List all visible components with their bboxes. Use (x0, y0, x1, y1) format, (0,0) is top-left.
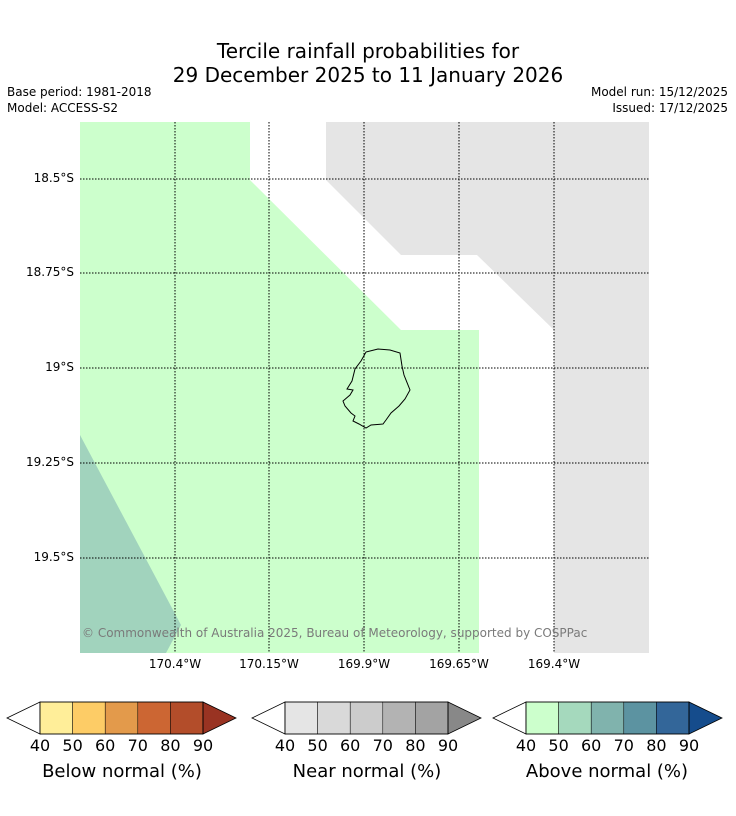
colorbar-tick-label: 80 (160, 736, 181, 755)
colorbar-segment (137, 701, 171, 735)
colorbar-tick-label: 70 (127, 736, 148, 755)
colorbar-tick-label: 50 (62, 736, 83, 755)
chart-title-line2: 29 December 2025 to 11 January 2026 (172, 63, 564, 87)
colorbar-segment (623, 701, 657, 735)
colorbar-title-below: Below normal (%) (42, 761, 202, 782)
colorbar-tick-label: 60 (95, 736, 116, 755)
colorbar-tick-label: 80 (405, 736, 426, 755)
colorbar-tick-label: 70 (613, 736, 634, 755)
chart-title-line1: Tercile rainfall probabilities for (216, 39, 520, 63)
colorbar-segment (39, 701, 73, 735)
above-normal-region-40 (80, 122, 479, 653)
lon-label: 170.4°W (148, 657, 202, 671)
colorbar-under-triangle (6, 701, 41, 735)
colorbar-tick-label: 60 (581, 736, 602, 755)
colorbar-over-triangle (688, 701, 723, 735)
lon-label: 169.9°W (337, 657, 391, 671)
colorbar-tick-label: 60 (340, 736, 361, 755)
colorbar-over-triangle (202, 701, 237, 735)
colorbar-under-triangle (492, 701, 527, 735)
colorbar-title-near: Near normal (%) (292, 761, 442, 782)
colorbar-tick-label: 40 (515, 736, 537, 755)
colorbar-outline (525, 701, 690, 735)
colorbar-segment (349, 701, 384, 735)
colorbar-tick-label: 90 (192, 736, 214, 755)
colorbar-above-normal (492, 701, 723, 735)
colorbar-tick-label: 80 (646, 736, 667, 755)
colorbar-title-above: Above normal (%) (525, 761, 689, 782)
lon-label: 169.4°W (527, 657, 581, 671)
issued-label: Issued: 17/12/2025 (612, 101, 728, 115)
colorbar-segment (382, 701, 416, 735)
colorbar-outline (39, 701, 204, 735)
lat-label: 19.25°S (26, 455, 74, 469)
colorbar-near-normal (251, 701, 482, 735)
colorbar-tick-label: 40 (274, 736, 296, 755)
colorbar-under-triangle (251, 701, 286, 735)
colorbar-segment (590, 701, 625, 735)
above-normal-region-50 (80, 435, 181, 653)
colorbar-segment (525, 701, 559, 735)
lat-label: 18.75°S (26, 265, 74, 279)
colorbar-tick-label: 50 (548, 736, 569, 755)
model-label: Model: ACCESS-S2 (7, 101, 119, 115)
colorbar-segment (656, 701, 690, 735)
colorbar-over-triangle (447, 701, 482, 735)
colorbar-segment (170, 701, 204, 735)
colorbar-segment (284, 701, 318, 735)
lat-label: 18.5°S (33, 171, 74, 185)
colorbar-below-normal (6, 701, 237, 735)
gridlines (80, 122, 649, 653)
colorbar-tick-label: 90 (678, 736, 700, 755)
colorbar-segment (415, 701, 449, 735)
island-coastline (342, 348, 411, 429)
colorbar-segment (104, 701, 139, 735)
colorbar-segment (317, 701, 351, 735)
lat-label: 19°S (45, 360, 74, 374)
base-period-label: Base period: 1981-2018 (7, 85, 152, 99)
near-normal-region (326, 122, 649, 653)
colorbar-outline (284, 701, 449, 735)
colorbar-tick-label: 50 (307, 736, 328, 755)
colorbar-tick-label: 70 (372, 736, 393, 755)
colorbar-tick-label: 90 (437, 736, 459, 755)
colorbar-segment (72, 701, 106, 735)
colorbar-segment (558, 701, 592, 735)
lon-label: 170.15°W (239, 657, 299, 671)
copyright-notice: © Commonwealth of Australia 2025, Bureau… (82, 626, 588, 640)
lat-label: 19.5°S (33, 550, 74, 564)
lon-label: 169.65°W (429, 657, 489, 671)
model-run-label: Model run: 15/12/2025 (590, 85, 728, 99)
colorbar-tick-label: 40 (29, 736, 51, 755)
